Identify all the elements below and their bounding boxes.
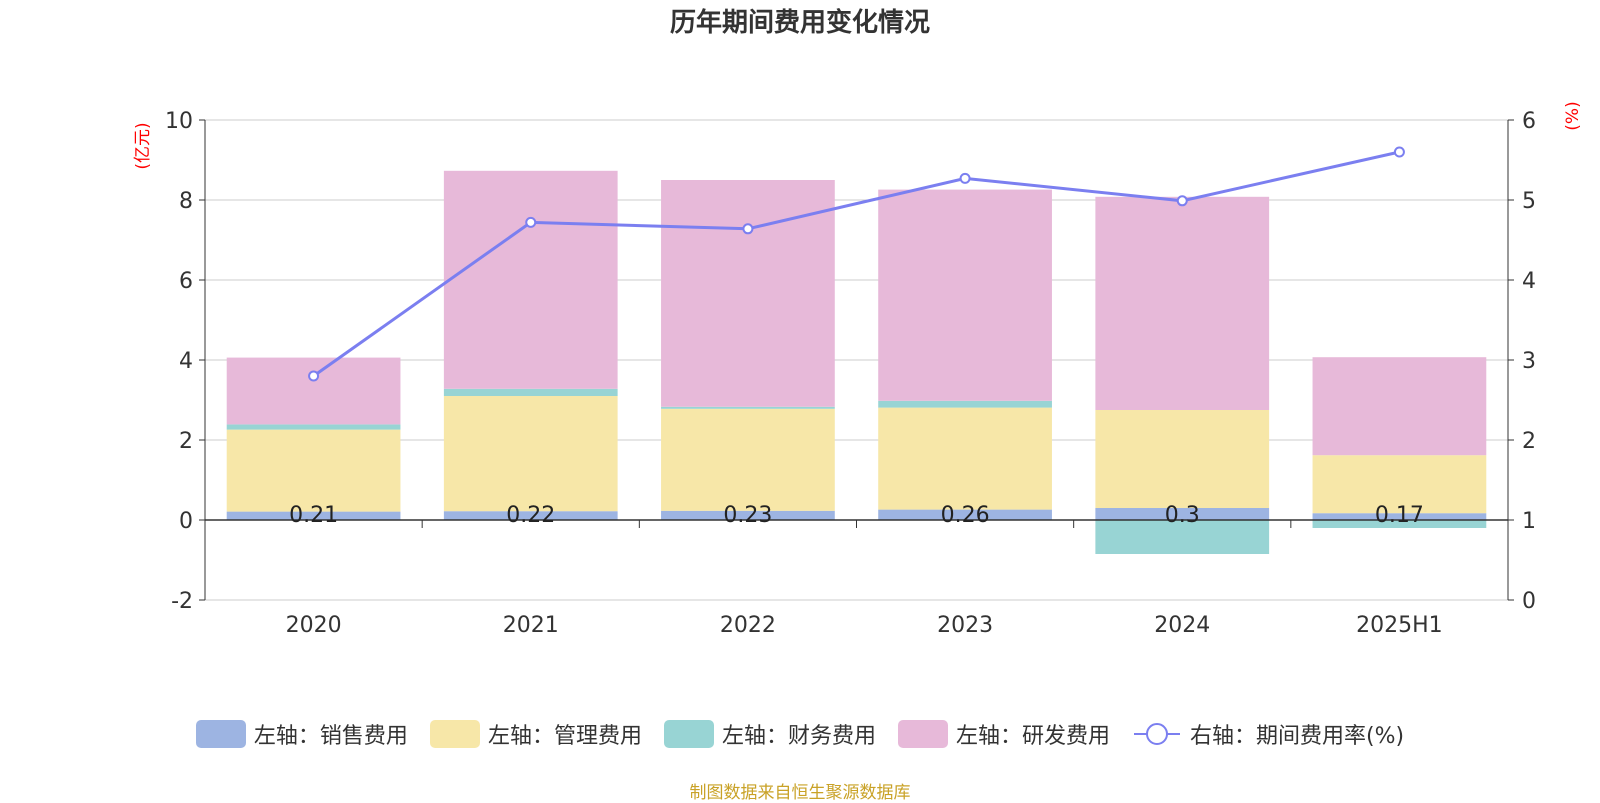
y-left-tick-label: 6 xyxy=(179,269,193,294)
y-left-tick-label: -2 xyxy=(171,589,193,614)
x-tick-label: 2023 xyxy=(937,613,993,638)
y-right-tick-label: 0 xyxy=(1522,589,1536,614)
legend-item-rnd[interactable]: 左轴：研发费用 xyxy=(897,718,1110,750)
x-tick-label: 2021 xyxy=(503,613,559,638)
x-tick-label: 2024 xyxy=(1154,613,1210,638)
bar xyxy=(661,510,835,520)
bar xyxy=(878,189,1052,401)
y-left-tick-label: 10 xyxy=(165,109,193,134)
bar xyxy=(1095,508,1270,520)
bar xyxy=(661,408,835,511)
bar xyxy=(878,407,1052,510)
source-note: 制图数据来自恒生聚源数据库 xyxy=(689,783,911,803)
y-right-tick-label: 3 xyxy=(1522,349,1536,374)
y-right-tick-label: 4 xyxy=(1522,269,1536,294)
legend-label-finance: 左轴：财务费用 xyxy=(721,724,876,749)
bar xyxy=(1312,520,1487,528)
y-right-axis-label: (%) xyxy=(1563,101,1583,130)
bar xyxy=(661,406,835,409)
bar xyxy=(443,511,618,520)
x-tick-label: 2025H1 xyxy=(1356,613,1443,638)
rate-point xyxy=(1176,195,1188,207)
legend-swatch-finance xyxy=(663,720,714,748)
legend-item-rate[interactable]: 右轴：期间费用率(%) xyxy=(1132,718,1404,750)
bar xyxy=(878,509,1052,520)
legend-swatch-rnd xyxy=(897,720,948,748)
legend-swatch-sales xyxy=(195,720,246,748)
legend-label-admin: 左轴：管理费用 xyxy=(487,724,642,749)
y-right-tick-label: 6 xyxy=(1522,109,1536,134)
data-label: 0.17 xyxy=(1375,503,1424,528)
bar xyxy=(443,170,618,389)
x-tick-label: 2022 xyxy=(720,613,776,638)
bar xyxy=(661,180,835,407)
bar xyxy=(1312,513,1487,520)
y-right-tick-label: 5 xyxy=(1522,189,1536,214)
y-left-tick-label: 8 xyxy=(179,189,193,214)
y-right-tick-label: 2 xyxy=(1522,429,1536,454)
bar xyxy=(443,388,618,396)
bar xyxy=(1095,410,1270,508)
bar xyxy=(443,396,618,512)
rate-point xyxy=(742,223,754,235)
bar xyxy=(1312,455,1487,514)
rate-point xyxy=(1393,146,1405,158)
data-label: 0.3 xyxy=(1165,503,1200,528)
y-left-tick-label: 0 xyxy=(179,509,193,534)
y-left-tick-label: 4 xyxy=(179,349,193,374)
rate-point xyxy=(959,172,971,184)
y-left-tick-label: 2 xyxy=(179,429,193,454)
y-left-axis-label: (亿元) xyxy=(133,122,153,169)
bar xyxy=(1095,520,1270,554)
legend-swatch-admin xyxy=(429,720,480,748)
bar xyxy=(226,357,401,425)
legend-label-rnd: 左轴：研发费用 xyxy=(955,724,1110,749)
legend-item-finance[interactable]: 左轴：财务费用 xyxy=(663,718,876,750)
bar xyxy=(878,400,1052,408)
bar xyxy=(1312,357,1487,456)
bar xyxy=(1095,196,1270,410)
legend-label-rate: 右轴：期间费用率(%) xyxy=(1189,724,1405,749)
legend-item-sales[interactable]: 左轴：销售费用 xyxy=(195,718,408,750)
legend: 左轴：销售费用 左轴：管理费用 左轴：财务费用 左轴：研发费用 右轴：期间费用率… xyxy=(0,718,1600,750)
bar xyxy=(226,424,401,430)
data-label: 0.22 xyxy=(506,503,555,528)
chart-title: 历年期间费用变化情况 xyxy=(669,8,930,38)
rate-point xyxy=(308,370,320,382)
data-label: 0.23 xyxy=(723,503,772,528)
y-right-tick-label: 1 xyxy=(1522,509,1536,534)
legend-label-sales: 左轴：销售费用 xyxy=(253,724,408,749)
rate-line xyxy=(312,150,1400,378)
bar xyxy=(226,511,401,520)
x-tick-label: 2020 xyxy=(286,613,342,638)
data-label: 0.26 xyxy=(941,503,990,528)
legend-line-circle-icon xyxy=(1133,723,1180,745)
data-label: 0.21 xyxy=(289,503,338,528)
rate-point xyxy=(525,216,537,228)
bar xyxy=(226,429,401,512)
legend-item-admin[interactable]: 左轴：管理费用 xyxy=(429,718,642,750)
